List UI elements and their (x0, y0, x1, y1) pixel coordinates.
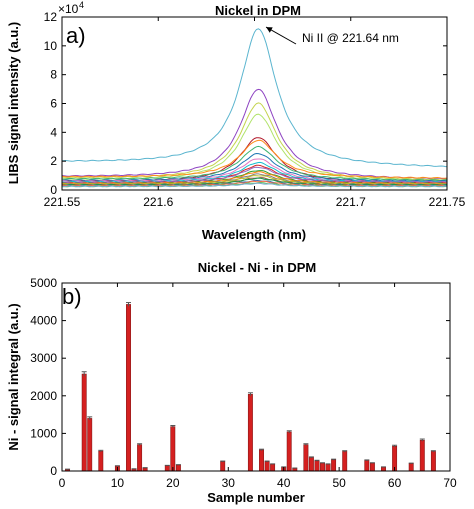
bar-x-tick-label: 20 (166, 476, 180, 490)
bar (364, 460, 370, 472)
spectrum-y-tick-label: 12 (44, 10, 58, 24)
spectrum-y-tick-label: 2 (50, 154, 57, 168)
spectrum-panel: Nickel in DPM ×10 4 221.55 221.6 221.65 221… (6, 0, 466, 242)
bar (381, 466, 386, 472)
bar (286, 431, 292, 472)
bar (137, 444, 143, 472)
bar (314, 460, 320, 472)
bar-y-tick-label: 5000 (30, 276, 57, 290)
bar (247, 394, 253, 472)
spectrum-x-axis-label: Wavelength (nm) (202, 227, 306, 242)
bar-plot-frame (61, 282, 451, 472)
bar-y-axis-label: Ni - signal integral (a.u.) (6, 303, 21, 450)
spectrum-y-tick-label: 6 (50, 97, 57, 111)
spectrum-y-tick-label: 4 (50, 125, 57, 139)
spectrum-y-tick-label: 8 (50, 68, 57, 82)
bar (264, 461, 270, 472)
bar (325, 463, 331, 472)
spectrum-x-tick-label: 221.6 (143, 195, 173, 209)
spectrum-panel-label: a) (66, 23, 86, 48)
spectrum-x-tick-label: 221.7 (336, 195, 366, 209)
bar (369, 462, 375, 472)
spectrum-annotation-arrowhead (266, 27, 273, 33)
bar (270, 463, 276, 472)
spectrum-x-tick-label: 221.75 (429, 195, 466, 209)
bar (419, 439, 425, 472)
bar (170, 426, 176, 472)
bar (303, 444, 309, 472)
bar-title: Nickel - Ni - in DPM (198, 260, 316, 275)
bar-ticks: 0 10 20 30 40 50 60 70 0 1000 2000 3000 4000 5000 (30, 276, 457, 490)
bar (331, 459, 337, 472)
spectrum-series-line (61, 161, 448, 183)
spectrum-ticks: 221.55 221.6 221.65 221.7 221.75 0 2 4 6 8 10 12 (44, 10, 466, 209)
spectrum-series-line (61, 139, 448, 179)
bar (220, 461, 226, 472)
bar (320, 462, 325, 472)
spectrum-series-line (61, 145, 448, 182)
bar (87, 418, 93, 472)
bar (259, 449, 264, 472)
spectrum-series-line (61, 171, 448, 185)
bar-x-tick-label: 30 (222, 476, 236, 490)
bar-x-tick-label: 10 (111, 476, 125, 490)
bar (308, 457, 314, 472)
spectrum-y-tick-label: 0 (50, 183, 57, 197)
spectrum-annotation: Ni II @ 221.64 nm (302, 31, 399, 45)
bar (430, 451, 436, 472)
bar-y-tick-label: 4000 (30, 314, 57, 328)
spectrum-series-line (61, 28, 448, 168)
bar (408, 463, 414, 472)
bar-x-tick-label: 0 (59, 476, 66, 490)
spectrum-x-tick-label: 221.65 (236, 195, 273, 209)
bar-y-tick-label: 2000 (30, 389, 57, 403)
bar-x-tick-label: 70 (443, 476, 457, 490)
bar (175, 464, 181, 472)
bar (164, 465, 170, 472)
spectrum-y-axis-label: LIBS signal intensity (a.u.) (6, 22, 21, 185)
spectrum-y-exponent: ×10 4 (58, 0, 84, 16)
bar-series (65, 302, 436, 472)
spectrum-x-tick-label: 221.55 (44, 195, 81, 209)
bar-panel-label: b) (62, 284, 82, 309)
spectrum-y-exponent-power: 4 (79, 0, 84, 10)
spectrum-lines (61, 28, 448, 188)
bar (342, 451, 348, 472)
spectrum-series-line (61, 177, 448, 186)
spectrum-title: Nickel in DPM (215, 3, 301, 18)
bar-x-tick-label: 50 (332, 476, 346, 490)
bar-y-tick-label: 0 (50, 464, 57, 478)
bar-x-tick-label: 60 (388, 476, 402, 490)
bar-x-axis-label: Sample number (207, 490, 305, 505)
spectrum-series-line (62, 182, 447, 188)
bar (126, 304, 131, 472)
bar-panel: Nickel - Ni - in DPM 0 10 20 30 40 50 60 70 0 100… (6, 260, 457, 505)
bar-y-tick-label: 3000 (30, 351, 57, 365)
bar (81, 373, 87, 472)
bar-x-tick-label: 40 (277, 476, 291, 490)
bar (98, 450, 104, 472)
bar-y-tick-label: 1000 (30, 426, 57, 440)
spectrum-y-exponent-base: ×10 (58, 2, 79, 16)
spectrum-y-tick-label: 10 (44, 39, 58, 53)
